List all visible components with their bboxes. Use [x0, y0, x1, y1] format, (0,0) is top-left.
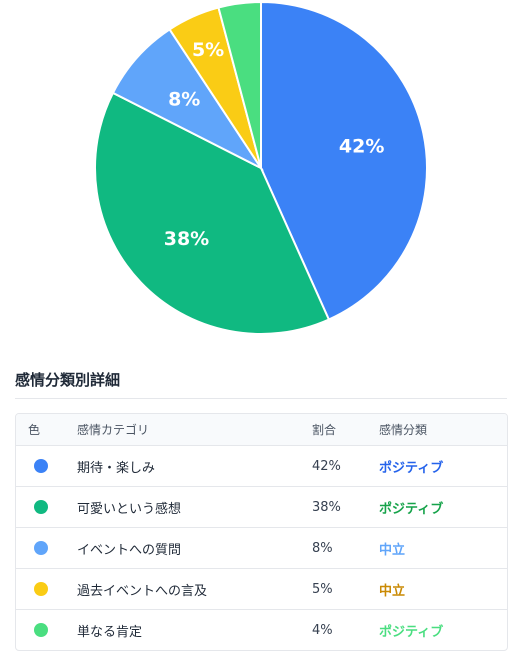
color-dot-icon	[34, 582, 48, 596]
table-row: 期待・楽しみ 42% ポジティブ	[16, 445, 507, 487]
header-ratio: 割合	[299, 414, 371, 446]
color-cell	[16, 486, 64, 528]
table-row: 過去イベントへの言及 5% 中立	[16, 568, 507, 610]
category-cell: 単なる肯定	[77, 624, 143, 640]
color-dot-icon	[34, 541, 48, 555]
table-row: イベントへの質問 8% 中立	[16, 527, 507, 569]
header-category: 感情カテゴリ	[64, 414, 299, 446]
pie-slice	[217, 0, 262, 169]
color-cell	[16, 445, 64, 487]
table-row: 単なる肯定 4% ポジティブ	[16, 610, 507, 651]
ratio-cell: 5%	[299, 568, 371, 610]
pie-chart-svg: 42% 38% 8% 5%	[94, 0, 428, 335]
ratio-cell: 42%	[299, 445, 371, 487]
color-dot-icon	[34, 623, 48, 637]
pie-slice	[260, 0, 428, 321]
ratio-cell: 4%	[312, 622, 333, 638]
header-color: 色	[16, 414, 64, 446]
ratio-cell: 8%	[299, 527, 371, 569]
color-cell	[16, 527, 64, 569]
section-title: 感情分類別詳細	[15, 371, 121, 389]
classification-cell: 中立	[371, 527, 507, 569]
table-header-row: 色 感情カテゴリ 割合 感情分類	[16, 414, 507, 446]
classification-cell: 中立	[371, 568, 507, 610]
color-cell	[16, 568, 64, 610]
detail-table: 色 感情カテゴリ 割合 感情分類 期待・楽しみ 42% ポジティブ 可愛いという…	[15, 413, 508, 651]
category-cell: 可愛いという感想	[64, 486, 299, 528]
header-classification: 感情分類	[371, 414, 507, 446]
color-dot-icon	[34, 500, 48, 514]
pie-slice-label: 38%	[164, 228, 209, 250]
pie-slice-label: 42%	[339, 135, 384, 157]
pie-chart: 42% 38% 8% 5%	[94, 0, 428, 335]
classification-cell: ポジティブ	[371, 486, 507, 528]
color-cell	[16, 610, 64, 651]
classification-cell: ポジティブ	[379, 624, 444, 640]
classification-cell: ポジティブ	[371, 445, 507, 487]
section-divider	[15, 398, 507, 399]
pie-slice	[94, 91, 331, 335]
pie-slice-label: 5%	[192, 39, 224, 61]
table-row: 可愛いという感想 38% ポジティブ	[16, 486, 507, 528]
ratio-cell: 38%	[299, 486, 371, 528]
color-dot-icon	[34, 459, 48, 473]
pie-slice	[111, 28, 264, 171]
category-cell: 期待・楽しみ	[64, 445, 299, 487]
category-cell: イベントへの質問	[64, 527, 299, 569]
pie-slice-label: 8%	[168, 88, 200, 110]
category-cell: 過去イベントへの言及	[64, 568, 299, 610]
